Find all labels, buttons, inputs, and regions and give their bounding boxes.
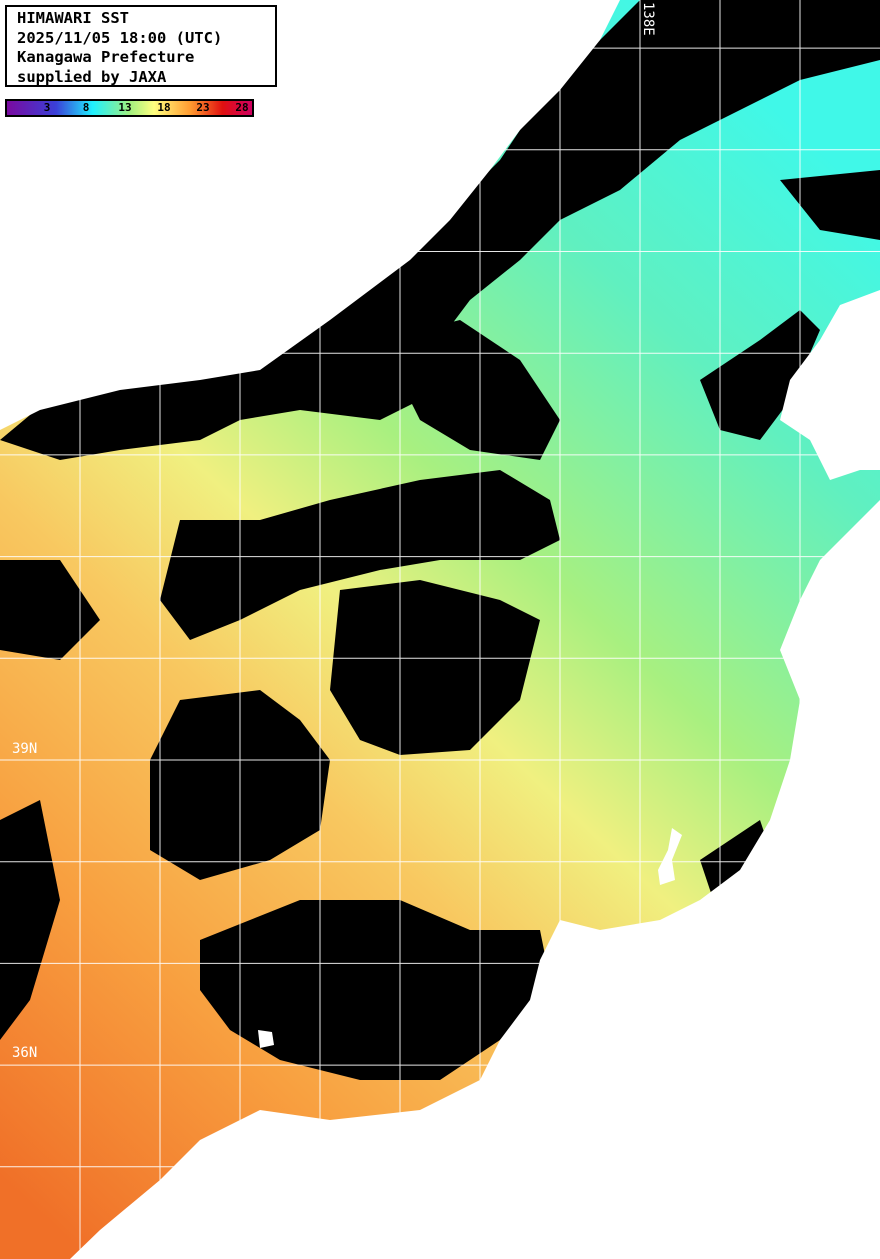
lon-label-138e: 138E	[640, 2, 656, 36]
info-box: HIMAWARI SST 2025/11/05 18:00 (UTC) Kana…	[5, 5, 277, 87]
color-scale-legend: 3 8 13 18 23 28	[5, 99, 254, 117]
legend-tick: 8	[82, 101, 90, 114]
lat-label-39n: 39N	[12, 741, 38, 757]
supplier-label: supplied by JAXA	[17, 67, 167, 86]
region-label: Kanagawa Prefecture	[17, 48, 195, 66]
legend-tick: 13	[118, 101, 132, 114]
legend-tick: 18	[157, 101, 171, 114]
legend-tick: 3	[43, 101, 51, 114]
legend-tick: 23	[196, 101, 210, 114]
oki-island	[258, 1030, 274, 1048]
product-title: HIMAWARI SST	[17, 9, 129, 27]
timestamp: 2025/11/05 18:00 (UTC)	[17, 28, 223, 47]
legend-tick: 28	[235, 101, 249, 114]
sado-island	[658, 828, 682, 885]
lat-label-36n: 36N	[12, 1045, 38, 1061]
japan-honshu	[70, 290, 880, 1259]
